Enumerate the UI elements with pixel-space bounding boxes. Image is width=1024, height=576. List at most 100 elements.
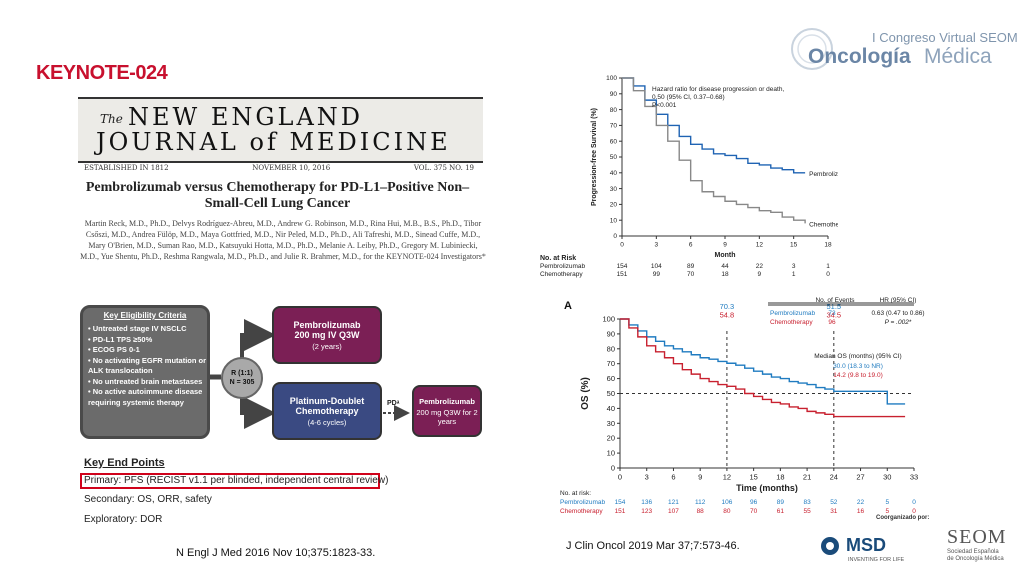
y-tick-label: 90 [607, 329, 615, 338]
risk-table-value: 154 [617, 263, 628, 270]
risk-table-value: 3 [792, 263, 796, 270]
x-tick-label: 15 [749, 473, 757, 482]
x-tick-label: 0 [618, 473, 622, 482]
risk-table-value: 5 [885, 499, 889, 506]
legend-hr: P = .002* [885, 319, 912, 326]
x-tick-label: 18 [776, 473, 784, 482]
y-tick-label: 70 [610, 123, 618, 130]
x-tick-label: 0 [620, 242, 624, 249]
y-tick-label: 50 [607, 389, 615, 398]
risk-table-value: 123 [641, 508, 652, 515]
milestone-label: 54.8 [720, 311, 735, 320]
y-tick-label: 100 [602, 315, 615, 324]
x-tick-label: 6 [671, 473, 675, 482]
arm-chemotherapy: Platinum-Doublet Chemotherapy (4-6 cycle… [272, 382, 382, 440]
randomization-n: N = 305 [229, 379, 255, 386]
arm-chemotherapy-duration: (4-6 cycles) [307, 417, 347, 427]
risk-table-value: 104 [651, 263, 662, 270]
x-tick-label: 33 [910, 473, 918, 482]
risk-table-value: 80 [723, 508, 731, 515]
risk-table-value: 1 [792, 271, 796, 278]
risk-table-value: 16 [857, 508, 865, 515]
risk-table-value: 1 [826, 263, 830, 270]
nejm-volume: VOL. 375 NO. 19 [413, 164, 474, 172]
arm-pembrolizumab-duration: (2 years) [312, 341, 342, 351]
risk-table-row-name: Chemotherapy [540, 271, 583, 278]
legend-events: 73 [828, 310, 836, 317]
legend-name: Pembrolizumab [770, 310, 816, 317]
eligibility-list: Untreated stage IV NSCLC PD-L1 TPS ≥50% … [88, 324, 208, 408]
x-tick-label: 27 [856, 473, 864, 482]
x-tick-label: 21 [803, 473, 811, 482]
hazard-annotation: P<0.001 [652, 102, 677, 109]
eligibility-item: No active autoimmune disease requiring s… [88, 387, 208, 408]
msd-logo-icon [821, 537, 839, 555]
x-tick-label: 12 [756, 242, 764, 249]
y-tick-label: 40 [607, 404, 615, 413]
x-tick-label: 18 [824, 242, 832, 249]
series-label: Chemotherapy [809, 221, 838, 228]
msd-tagline: INVENTING FOR LIFE [848, 557, 905, 563]
legend-events: 96 [828, 319, 836, 326]
eligibility-item: Untreated stage IV NSCLC [88, 324, 208, 335]
risk-table-value: 70 [750, 508, 758, 515]
hazard-annotation: Hazard ratio for disease progression or … [652, 86, 784, 93]
y-tick-label: 70 [607, 359, 615, 368]
slide-title: KEYNOTE-024 [36, 62, 168, 84]
legend-header: No. of Events [815, 297, 855, 304]
x-tick-label: 9 [698, 473, 702, 482]
y-tick-label: 30 [610, 186, 618, 193]
nejm-line1: NEW ENGLAND [128, 103, 364, 131]
milestone-label: 51.5 [827, 302, 842, 311]
arm-chemotherapy-name: Platinum-Doublet Chemotherapy [289, 395, 365, 416]
risk-table-value: 151 [615, 508, 626, 515]
x-tick-label: 3 [655, 242, 659, 249]
y-tick-label: 80 [607, 344, 615, 353]
risk-table-value: 89 [687, 263, 695, 270]
arm-pembrolizumab: Pembrolizumab 200 mg IV Q3W (2 years) [272, 306, 382, 364]
arm-crossover-dose: 200 mg Q3W for 2 years [416, 407, 478, 426]
median-header: Median OS (months) (95% CI) [814, 353, 901, 360]
risk-table-row-name: Pembrolizumab [540, 263, 586, 270]
risk-table-value: 70 [687, 271, 695, 278]
arm-crossover-name: Pembrolizumab [419, 396, 475, 406]
congress-logo [791, 28, 833, 70]
risk-table-value: 52 [830, 499, 838, 506]
risk-table-value: 106 [721, 499, 732, 506]
risk-table-value: 99 [653, 271, 661, 278]
risk-table-value: 18 [721, 271, 729, 278]
paper-title: Pembrolizumab versus Chemotherapy for PD… [85, 180, 470, 211]
risk-table-row-name: Pembrolizumab [560, 499, 606, 506]
milestone-label: 70.3 [720, 302, 735, 311]
exploratory-endpoints: Exploratory: DOR [84, 514, 163, 525]
legend-header: HR (95% CI) [880, 297, 917, 304]
risk-table-value: 0 [912, 499, 916, 506]
paper-authors: Martin Reck, M.D., Ph.D., Delvys Rodrígu… [80, 219, 486, 261]
x-tick-label: 9 [723, 242, 727, 249]
seom-logo-text: SEOM [947, 526, 1007, 548]
seom-subtitle: Sociedad Española de Oncología Médica [947, 549, 1004, 562]
risk-table-value: 96 [750, 499, 758, 506]
risk-table-value: 5 [885, 508, 889, 515]
risk-table-value: 31 [830, 508, 838, 515]
risk-table-value: 22 [857, 499, 865, 506]
risk-table-row-name: Chemotherapy [560, 508, 603, 515]
congress-brand-main: Oncología [808, 45, 911, 68]
series-line [622, 77, 806, 174]
milestone-label: 34.5 [827, 311, 842, 320]
y-tick-label: 0 [611, 464, 615, 473]
y-tick-label: 80 [610, 107, 618, 114]
panel-label: A [564, 300, 572, 312]
risk-table-value: 0 [826, 271, 830, 278]
congress-line1: I Congreso Virtual SEOM [872, 30, 1018, 45]
nejm-masthead [78, 97, 483, 163]
risk-table-value: 89 [777, 499, 785, 506]
eligibility-item: PD-L1 TPS ≥50% [88, 335, 208, 346]
hazard-annotation: 0.50 (95% CI, 0.37–0.68) [652, 94, 725, 101]
design-arrows [210, 319, 410, 429]
y-tick-label: 40 [610, 170, 618, 177]
legend-name: Chemotherapy [770, 319, 813, 326]
series-label: Pembrolizumab [809, 171, 838, 178]
